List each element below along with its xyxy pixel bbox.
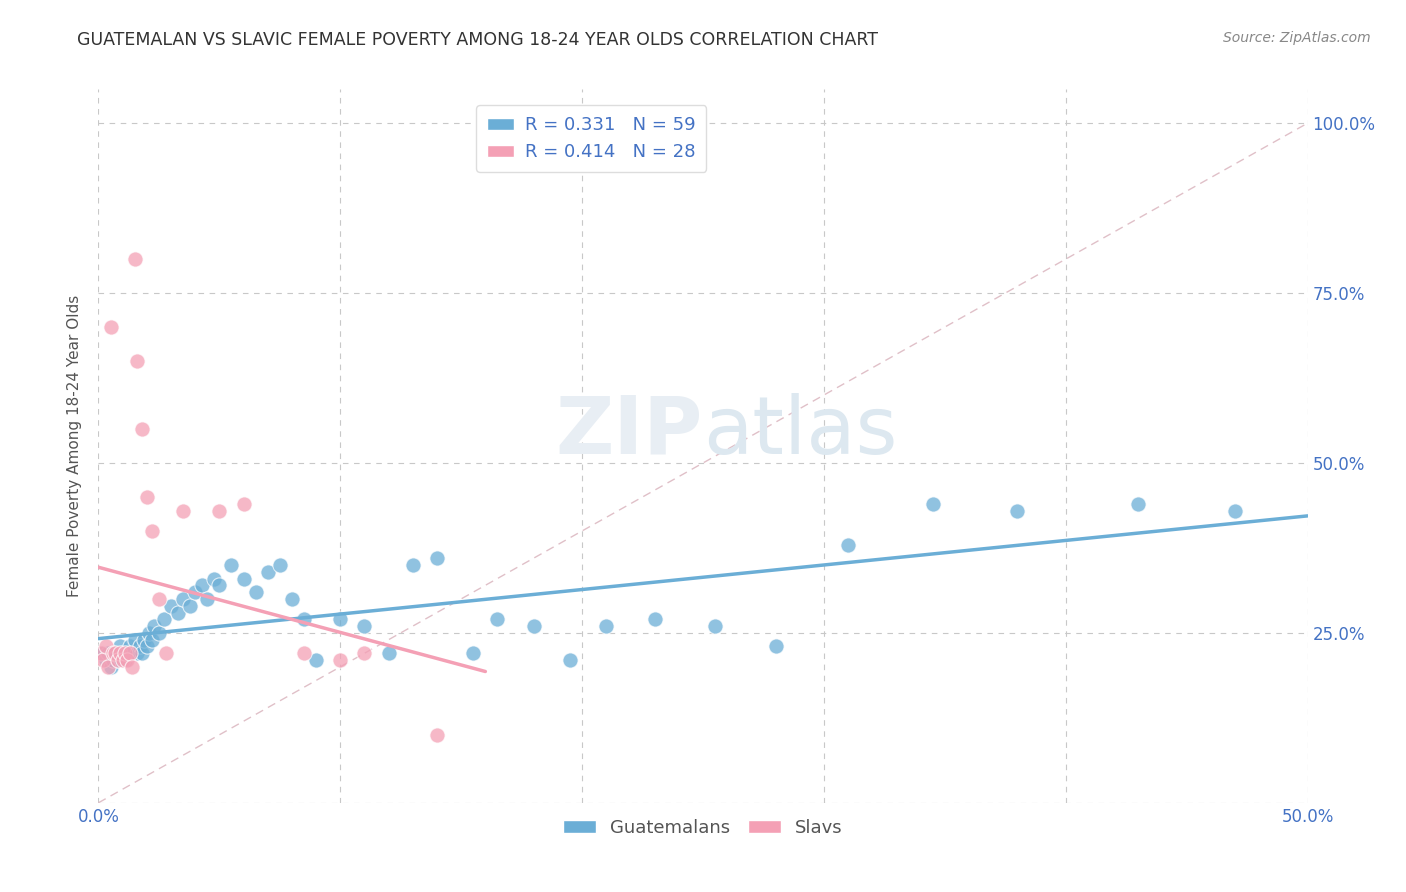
Point [486, 612, 509, 626]
Point [134, 632, 156, 647]
Point [90, 646, 112, 660]
Point [595, 619, 617, 633]
Point [256, 565, 278, 579]
Legend: Guatemalans, Slavs: Guatemalans, Slavs [555, 812, 851, 844]
Point [143, 619, 166, 633]
Point [329, 653, 352, 667]
Point [117, 653, 139, 667]
Point [108, 640, 131, 654]
Text: Source: ZipAtlas.com: Source: ZipAtlas.com [1223, 31, 1371, 45]
Point [124, 632, 146, 647]
Point [118, 640, 141, 654]
Point [837, 537, 859, 551]
Point [305, 653, 328, 667]
Point [107, 653, 129, 667]
Point [292, 612, 315, 626]
Point [101, 653, 124, 667]
Point [191, 578, 214, 592]
Text: ZIP: ZIP [555, 392, 703, 471]
Point [281, 591, 304, 606]
Point [463, 646, 485, 660]
Point [100, 660, 122, 674]
Point [765, 640, 787, 654]
Point [353, 646, 375, 660]
Point [523, 619, 546, 633]
Point [921, 497, 943, 511]
Point [1128, 497, 1150, 511]
Point [111, 646, 134, 660]
Point [155, 646, 177, 660]
Point [114, 646, 136, 660]
Point [221, 558, 243, 572]
Point [100, 320, 122, 334]
Point [91, 653, 114, 667]
Point [111, 653, 134, 667]
Point [91, 646, 114, 660]
Point [232, 497, 254, 511]
Point [148, 626, 170, 640]
Point [141, 632, 163, 647]
Point [148, 591, 170, 606]
Point [104, 646, 127, 660]
Point [94, 640, 117, 654]
Point [118, 646, 141, 660]
Point [377, 646, 399, 660]
Point [195, 591, 218, 606]
Point [121, 660, 143, 674]
Point [353, 619, 375, 633]
Point [121, 646, 143, 660]
Point [101, 646, 124, 660]
Point [329, 612, 352, 626]
Point [160, 599, 183, 613]
Point [292, 646, 315, 660]
Point [114, 653, 136, 667]
Point [184, 585, 207, 599]
Point [1007, 503, 1029, 517]
Point [128, 640, 150, 654]
Point [208, 503, 231, 517]
Point [269, 558, 291, 572]
Text: atlas: atlas [703, 392, 897, 471]
Point [97, 660, 120, 674]
Point [117, 646, 139, 660]
Point [94, 653, 117, 667]
Point [131, 422, 153, 436]
Text: GUATEMALAN VS SLAVIC FEMALE POVERTY AMONG 18-24 YEAR OLDS CORRELATION CHART: GUATEMALAN VS SLAVIC FEMALE POVERTY AMON… [77, 31, 879, 49]
Point [402, 558, 425, 572]
Point [204, 572, 226, 586]
Point [426, 551, 449, 566]
Point [704, 619, 727, 633]
Point [131, 646, 153, 660]
Point [135, 490, 157, 504]
Point [1223, 503, 1246, 517]
Point [426, 728, 449, 742]
Point [107, 653, 129, 667]
Point [135, 640, 157, 654]
Point [141, 524, 163, 538]
Point [97, 646, 120, 660]
Point [124, 252, 146, 266]
Point [644, 612, 666, 626]
Point [167, 606, 190, 620]
Point [179, 599, 201, 613]
Point [208, 578, 231, 592]
Point [138, 626, 160, 640]
Point [232, 572, 254, 586]
Point [152, 612, 174, 626]
Point [172, 591, 194, 606]
Point [127, 354, 149, 368]
Point [127, 646, 149, 660]
Point [172, 503, 194, 517]
Point [108, 646, 131, 660]
Point [245, 585, 267, 599]
Point [104, 646, 127, 660]
Y-axis label: Female Poverty Among 18-24 Year Olds: Female Poverty Among 18-24 Year Olds [67, 295, 83, 597]
Point [558, 653, 581, 667]
